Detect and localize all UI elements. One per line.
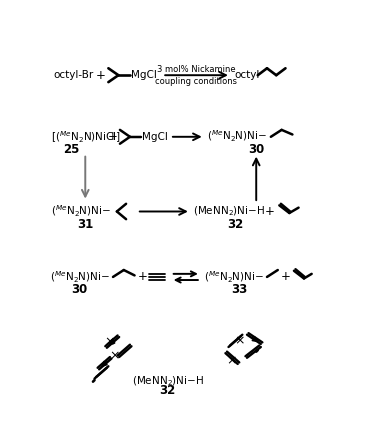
Text: 25: 25 — [63, 143, 80, 156]
Text: 30: 30 — [248, 143, 264, 156]
Text: ×: × — [109, 349, 120, 362]
Text: ($^{Me}$N$_2$N)Ni$-$: ($^{Me}$N$_2$N)Ni$-$ — [50, 269, 110, 285]
Text: ×: × — [105, 335, 115, 348]
Text: 30: 30 — [71, 283, 87, 296]
Text: +: + — [137, 270, 147, 283]
Text: ×: × — [226, 354, 237, 367]
Text: +: + — [265, 205, 275, 218]
Text: 32: 32 — [227, 218, 244, 231]
Text: ($^{Me}$N$_2$N)Ni$-$: ($^{Me}$N$_2$N)Ni$-$ — [204, 269, 264, 285]
Text: (MeNN$_2$)Ni$-$H: (MeNN$_2$)Ni$-$H — [132, 374, 204, 388]
Text: (MeNN$_2$)Ni$-$H: (MeNN$_2$)Ni$-$H — [193, 205, 265, 218]
Text: +: + — [280, 270, 290, 283]
Text: +: + — [108, 130, 118, 143]
Text: 32: 32 — [160, 384, 176, 397]
Text: MgCl: MgCl — [131, 70, 157, 80]
Text: ×: × — [234, 334, 244, 347]
Text: MgCl: MgCl — [142, 132, 168, 142]
Text: ($^{Me}$N$_2$N)Ni$-$: ($^{Me}$N$_2$N)Ni$-$ — [207, 129, 267, 144]
Text: coupling conditions: coupling conditions — [155, 77, 237, 86]
Text: [($^{Me}$N$_2$N)NiCl]: [($^{Me}$N$_2$N)NiCl] — [52, 129, 121, 145]
Text: octyl: octyl — [235, 70, 260, 80]
Text: ($^{Me}$N$_2$N)Ni$-$: ($^{Me}$N$_2$N)Ni$-$ — [52, 204, 111, 219]
Text: octyl-Br: octyl-Br — [54, 70, 94, 80]
Text: 33: 33 — [231, 283, 247, 296]
Text: 3 mol% Nickamine: 3 mol% Nickamine — [157, 64, 235, 74]
Text: +: + — [96, 69, 106, 82]
Text: 31: 31 — [77, 218, 93, 231]
